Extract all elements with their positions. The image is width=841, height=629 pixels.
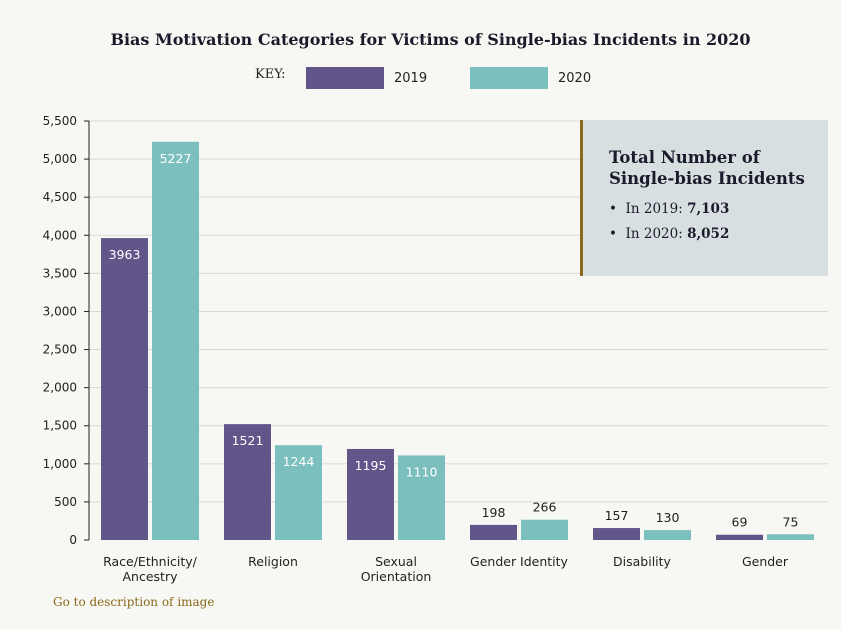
data-label: 130 <box>656 510 680 525</box>
y-tick-label: 5,000 <box>43 152 77 166</box>
x-tick-label: Ancestry <box>123 569 179 584</box>
summary-heading: Total Number of Single-bias Incidents <box>609 148 805 188</box>
data-label: 1244 <box>283 454 315 469</box>
x-tick-label: Gender <box>742 554 789 569</box>
data-label: 1521 <box>232 433 264 448</box>
bar-2020 <box>398 455 445 540</box>
x-tick-label: Race/Ethnicity/ <box>103 554 198 569</box>
data-label: 5227 <box>160 151 192 166</box>
data-label: 157 <box>605 508 629 523</box>
x-tick-label: Religion <box>248 554 298 569</box>
bar-2020 <box>644 530 691 540</box>
y-tick-label: 3,000 <box>43 304 77 318</box>
y-tick-label: 1,000 <box>43 457 77 471</box>
data-label: 75 <box>783 514 799 529</box>
y-tick-label: 2,500 <box>43 343 77 357</box>
legend-swatch-2019 <box>306 67 384 89</box>
bar-2019 <box>470 524 517 540</box>
data-label: 1195 <box>355 458 387 473</box>
data-label: 69 <box>732 515 748 530</box>
y-tick-label: 5,500 <box>43 114 77 128</box>
bar-2019 <box>347 448 394 540</box>
data-label: 3963 <box>109 247 141 262</box>
y-tick-label: 2,000 <box>43 381 77 395</box>
data-label: 198 <box>482 505 506 520</box>
y-tick-label: 4,500 <box>43 190 77 204</box>
bar-2019 <box>224 424 271 540</box>
legend-label-2020: 2020 <box>558 71 592 86</box>
y-tick-label: 4,000 <box>43 228 77 242</box>
x-tick-label: Gender Identity <box>470 554 569 569</box>
bar-2019 <box>716 534 763 540</box>
summary-box: Total Number of Single-bias Incidents • … <box>580 120 828 276</box>
summary-2019: • In 2019: 7,103 <box>609 201 730 217</box>
x-tick-label: Sexual <box>375 554 417 569</box>
chart-title: Bias Motivation Categories for Victims o… <box>110 30 751 49</box>
data-label: 1110 <box>406 464 438 479</box>
bar-2020 <box>521 519 568 540</box>
bar-2020 <box>275 445 322 540</box>
legend-label-2019: 2019 <box>394 71 428 86</box>
y-tick-label: 500 <box>54 495 77 509</box>
y-tick-label: 0 <box>69 533 77 547</box>
data-label: 266 <box>533 500 557 515</box>
bar-2020 <box>767 534 814 540</box>
x-tick-label: Disability <box>613 554 672 569</box>
y-tick-label: 3,500 <box>43 266 77 280</box>
legend-key-label: KEY: <box>255 67 286 82</box>
legend-swatch-2020 <box>470 67 548 89</box>
summary-2020: • In 2020: 8,052 <box>609 226 730 242</box>
x-tick-label: Orientation <box>361 569 432 584</box>
bar-2019 <box>593 528 640 540</box>
bar-2019 <box>101 238 148 540</box>
description-link[interactable]: Go to description of image <box>53 595 215 609</box>
y-tick-label: 1,500 <box>43 419 77 433</box>
bar-2020 <box>152 141 199 540</box>
